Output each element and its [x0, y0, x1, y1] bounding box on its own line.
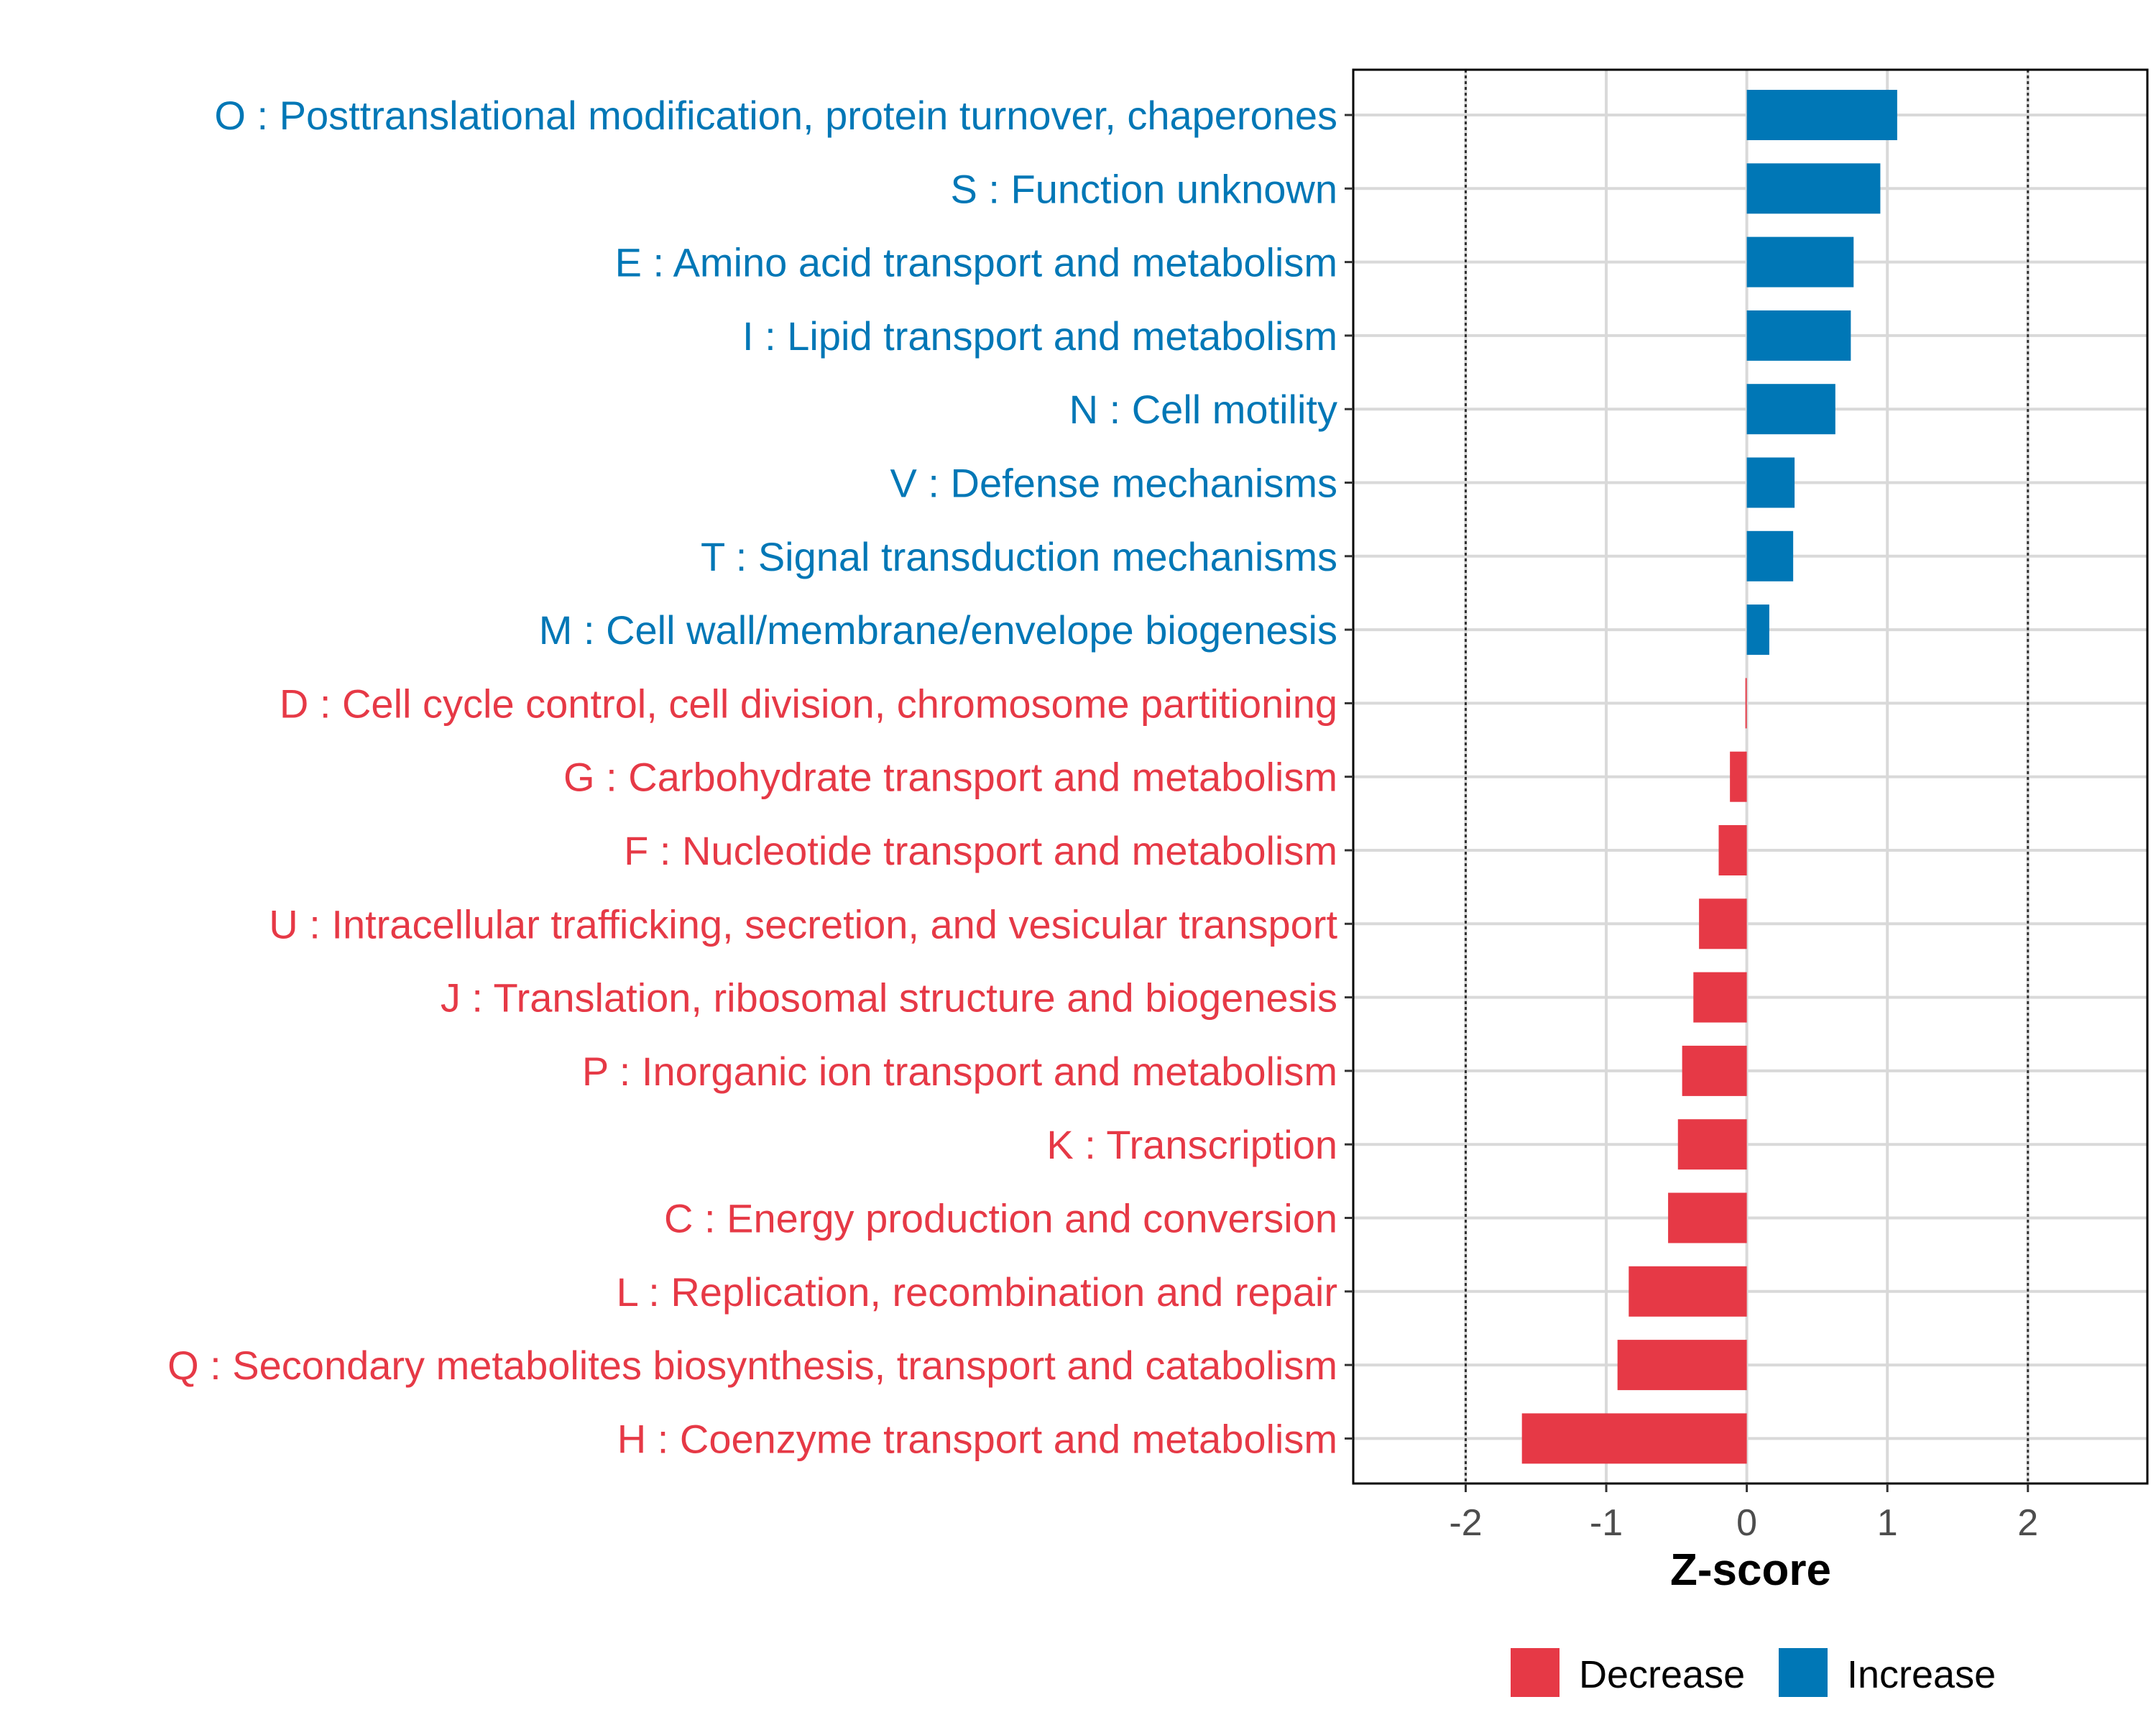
- x-tick-label: 0: [1736, 1502, 1757, 1544]
- bar: [1746, 384, 1835, 435]
- y-tick-label: O : Posttranslational modification, prot…: [214, 93, 1337, 138]
- bar: [1746, 236, 1854, 288]
- legend: Decrease Increase: [1511, 1648, 1996, 1697]
- x-axis-ticks: -2 -1 0 1 2: [1449, 1484, 2038, 1544]
- bar: [1693, 972, 1747, 1023]
- bar: [1745, 678, 1747, 729]
- y-tick-label: M : Cell wall/membrane/envelope biogenes…: [539, 607, 1337, 653]
- y-tick-label: V : Defense mechanisms: [890, 461, 1337, 506]
- y-tick-label: F : Nucleotide transport and metabolism: [624, 828, 1337, 873]
- x-tick-label: 1: [1877, 1502, 1898, 1544]
- y-tick-label: H : Coenzyme transport and metabolism: [617, 1416, 1337, 1461]
- bar: [1746, 457, 1795, 508]
- x-tick-label: -1: [1590, 1502, 1623, 1544]
- bars: [1521, 90, 1897, 1464]
- bar: [1682, 1045, 1747, 1096]
- bar: [1746, 530, 1794, 581]
- y-tick-label: E : Amino acid transport and metabolism: [615, 240, 1337, 285]
- legend-swatch-increase: [1779, 1648, 1828, 1697]
- legend-swatch-decrease: [1511, 1648, 1560, 1697]
- y-tick-label: Q : Secondary metabolites biosynthesis, …: [167, 1343, 1337, 1388]
- bar: [1677, 1119, 1747, 1170]
- y-tick-label: U : Intracellular trafficking, secretion…: [269, 901, 1337, 947]
- bar: [1617, 1340, 1747, 1391]
- legend-label-decrease: Decrease: [1579, 1653, 1745, 1696]
- bar: [1699, 898, 1747, 949]
- bar: [1746, 90, 1897, 140]
- bar: [1730, 751, 1747, 802]
- y-tick-label: N : Cell motility: [1069, 387, 1337, 432]
- y-tick-label: T : Signal transduction mechanisms: [701, 534, 1337, 579]
- x-tick-label: 2: [2017, 1502, 2038, 1544]
- y-tick-label: J : Translation, ribosomal structure and…: [441, 975, 1337, 1021]
- y-tick-label: D : Cell cycle control, cell division, c…: [280, 681, 1337, 726]
- y-tick-label: P : Inorganic ion transport and metaboli…: [582, 1049, 1337, 1094]
- bar: [1746, 604, 1769, 656]
- y-tick-label: S : Function unknown: [950, 166, 1337, 211]
- y-axis-ticks: [1345, 114, 1353, 1440]
- bar: [1746, 163, 1881, 214]
- legend-label-increase: Increase: [1847, 1653, 1996, 1696]
- x-tick-label: -2: [1449, 1502, 1482, 1544]
- x-axis-title: Z-score: [1670, 1545, 1831, 1595]
- y-axis-labels: O : Posttranslational modification, prot…: [167, 93, 1337, 1461]
- y-tick-label: I : Lipid transport and metabolism: [742, 313, 1337, 359]
- bar: [1746, 310, 1851, 361]
- y-tick-label: L : Replication, recombination and repai…: [617, 1269, 1337, 1315]
- bar: [1718, 825, 1747, 875]
- bar: [1521, 1413, 1747, 1464]
- y-tick-label: K : Transcription: [1046, 1122, 1337, 1167]
- y-tick-label: C : Energy production and conversion: [664, 1196, 1337, 1241]
- y-tick-label: G : Carbohydrate transport and metabolis…: [563, 755, 1337, 800]
- bar: [1668, 1192, 1747, 1243]
- bar: [1628, 1266, 1747, 1317]
